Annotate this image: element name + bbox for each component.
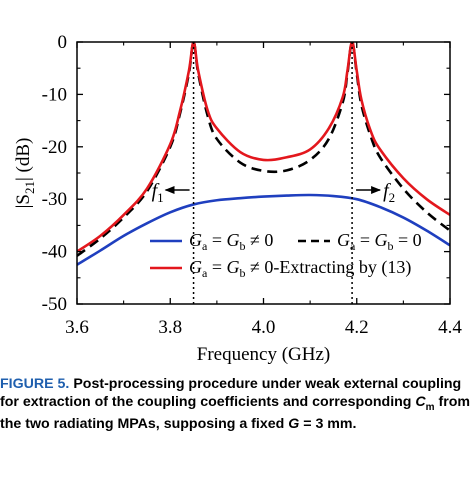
- legend-text-part: a: [202, 266, 208, 280]
- y-tick-label: -30: [42, 189, 67, 210]
- y-tick-label: -10: [42, 84, 67, 105]
- legend-text-part: =: [207, 257, 226, 277]
- legend-text-part: a: [202, 239, 208, 253]
- f1-label: f1: [152, 180, 164, 205]
- y-tick-label: -50: [42, 294, 67, 315]
- x-tick-label: 3.6: [65, 317, 89, 338]
- f1-letter: f: [152, 180, 160, 202]
- caption-text-3: = 3 mm.: [299, 415, 357, 432]
- legend-text-part: G: [189, 257, 202, 277]
- legend-text-part: b: [387, 239, 393, 253]
- legend-text-part: G: [189, 230, 202, 250]
- x-tick-label: 4.4: [438, 317, 462, 338]
- figure-caption: FIGURE 5. Post-processing procedure unde…: [0, 376, 474, 433]
- series-line-blue: [77, 193, 450, 266]
- y-tick-label: 0: [58, 32, 68, 53]
- legend-text-part: G: [226, 257, 239, 277]
- f2-label: f2: [383, 180, 395, 205]
- series-line-red: [77, 42, 450, 253]
- x-axis-label: Frequency (GHz): [197, 344, 330, 365]
- y-tick-label: -20: [42, 137, 67, 158]
- legend-text-part: =: [207, 230, 226, 250]
- legend-label-black: Ga = Gb = 0: [337, 230, 422, 253]
- legend-text-part: = 0: [393, 230, 421, 250]
- legend-text-part: G: [337, 230, 350, 250]
- legend-text-part: a: [350, 239, 356, 253]
- y-tick-label: -40: [42, 242, 67, 263]
- legend-label-red: Ga = Gb ≠ 0-Extracting by (13): [189, 257, 411, 280]
- caption-text-1: Post-processing procedure under weak ext…: [0, 376, 462, 410]
- f1-subscript: 1: [157, 190, 164, 205]
- legend-label-blue: Ga = Gb ≠ 0: [189, 230, 273, 253]
- x-tick-label: 4.0: [252, 317, 276, 338]
- legend-text-part: ≠ 0: [245, 230, 273, 250]
- f2-letter: f: [383, 180, 391, 202]
- x-tick-label: 4.2: [345, 317, 369, 338]
- y-axis-label-unit: | (dB): [13, 138, 34, 181]
- caption-cm-sub: m: [425, 401, 435, 413]
- legend-text-part: =: [355, 230, 374, 250]
- caption-text-2: from the two radiating MPAs, supposing a…: [0, 393, 471, 432]
- y-axis-label: |S21| (dB): [13, 138, 37, 209]
- y-axis-label-sub: 21: [22, 181, 37, 194]
- caption-g-letter: G: [288, 415, 300, 432]
- legend-text-part: ≠ 0-Extracting by (13): [245, 257, 411, 278]
- caption-label: FIGURE 5.: [0, 376, 70, 392]
- series-line-black: [77, 42, 450, 257]
- legend-text-part: b: [239, 239, 245, 253]
- x-tick-label: 3.8: [158, 317, 182, 338]
- f2-subscript: 2: [389, 190, 396, 205]
- s21-chart: 3.6 3.8 4.0 4.2 4.4 0 -10 -20 -30 -40 -50 Frequency…: [13, 32, 462, 365]
- y-axis-label-main: |S: [13, 194, 34, 208]
- legend-text-part: b: [239, 266, 245, 280]
- legend-text-part: G: [374, 230, 387, 250]
- legend-text-part: G: [226, 230, 239, 250]
- caption-cm-letter: C: [415, 393, 426, 410]
